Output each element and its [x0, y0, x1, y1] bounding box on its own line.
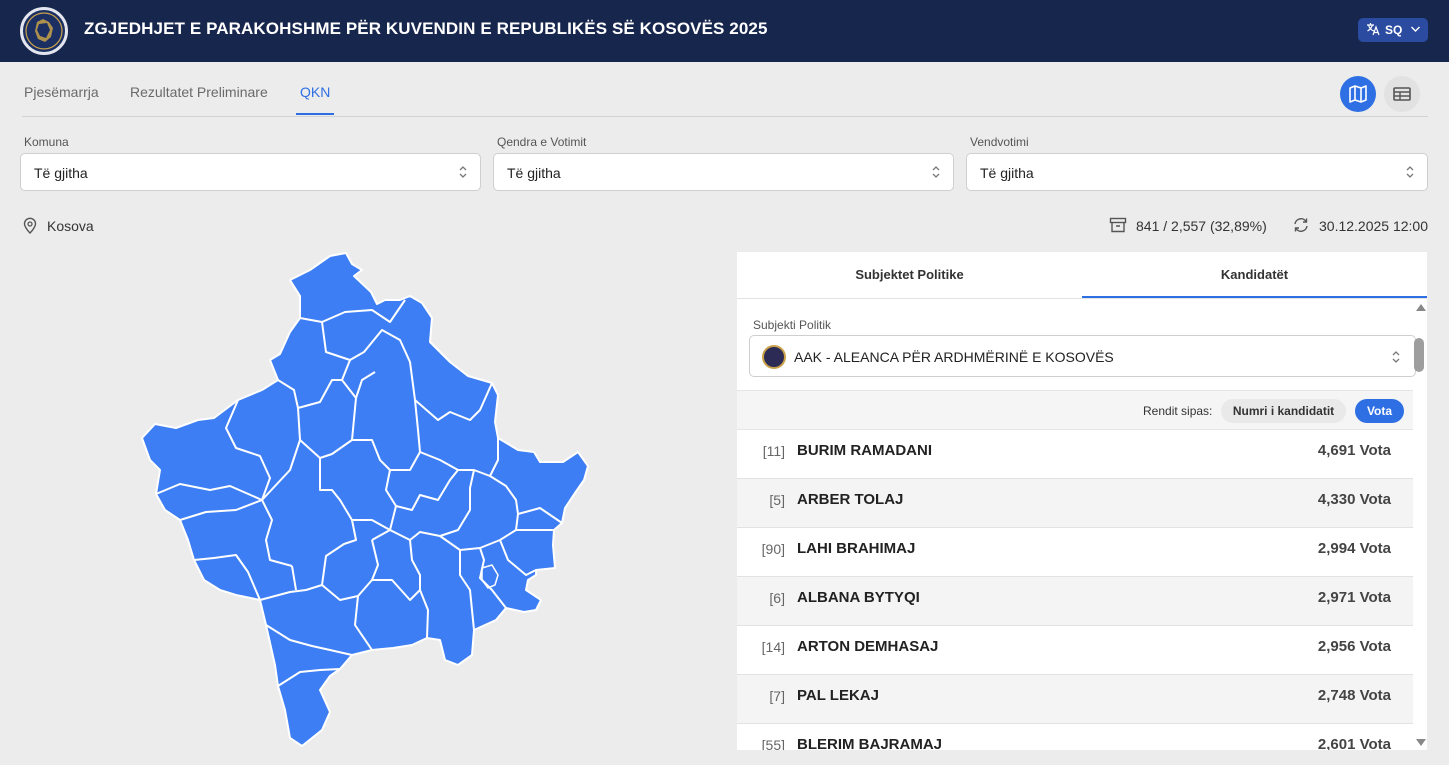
language-code: SQ [1385, 23, 1403, 37]
table-row[interactable]: [11] BURIM RAMADANI 4,691 Vota [737, 430, 1413, 479]
tab-pjesemarrja[interactable]: Pjesëmarrja [24, 84, 99, 100]
cec-logo [20, 7, 68, 55]
candidate-name: BLERIM BAJRAMAJ [797, 736, 943, 750]
candidate-votes: 2,601 Vota [1317, 736, 1391, 750]
candidate-name: BURIM RAMADANI [797, 442, 932, 459]
table-row[interactable]: [55] BLERIM BAJRAMAJ 2,601 Vota [737, 724, 1413, 750]
candidate-name: ALBANA BYTYQI [797, 589, 920, 606]
party-name: AAK - ALEANCA PËR ARDHMËRINË E KOSOVËS [794, 349, 1114, 365]
candidate-votes: 2,748 Vota [1317, 687, 1391, 704]
candidate-votes: 4,330 Vota [1317, 491, 1391, 508]
location-name: Kosova [47, 218, 94, 234]
chevron-up-down-icon [1392, 351, 1400, 363]
scrollbar-thumb[interactable] [1414, 338, 1424, 372]
table-row[interactable]: [90] LAHI BRAHIMAJ 2,994 Vota [737, 528, 1413, 577]
vendvotimi-value: Të gjitha [980, 165, 1034, 181]
table-row[interactable]: [7] PAL LEKAJ 2,748 Vota [737, 675, 1413, 724]
chevron-up-down-icon [932, 166, 940, 178]
table-row[interactable]: [5] ARBER TOLAJ 4,330 Vota [737, 479, 1413, 528]
table-row[interactable]: [14] ARTON DEMHASAJ 2,956 Vota [737, 626, 1413, 675]
results-panel: Subjektet Politike Kandidatët Subjekti P… [737, 252, 1427, 750]
map-pin-icon [23, 217, 37, 234]
kosovo-map[interactable] [130, 248, 600, 753]
municipality-borders [155, 299, 563, 687]
candidate-votes: 4,691 Vota [1317, 442, 1391, 459]
candidate-number: [14] [761, 639, 785, 655]
enclave-border [481, 564, 499, 589]
candidate-number: [7] [769, 688, 785, 704]
tab-subjektet-politike[interactable]: Subjektet Politike [855, 267, 964, 282]
sort-label: Rendit sipas: [1143, 404, 1213, 418]
kosovo-outline [141, 252, 589, 747]
scroll-up-arrow[interactable] [1416, 304, 1426, 311]
vendvotimi-label: Vendvotimi [970, 135, 1029, 149]
candidate-name: ARBER TOLAJ [797, 491, 904, 508]
scroll-down-arrow[interactable] [1416, 739, 1426, 746]
candidate-number: [5] [769, 492, 785, 508]
table-view-button[interactable] [1384, 76, 1420, 112]
party-select[interactable]: AAK - ALEANCA PËR ARDHMËRINË E KOSOVËS [749, 335, 1416, 377]
table-row[interactable]: [6] ALBANA BYTYQI 2,971 Vota [737, 577, 1413, 626]
updated-time: 30.12.2025 12:00 [1319, 218, 1428, 234]
active-tab-indicator [296, 113, 334, 115]
sort-by-votes-button[interactable]: Vota [1355, 399, 1404, 423]
party-logo [762, 345, 786, 369]
table-icon [1393, 87, 1411, 101]
komuna-value: Të gjitha [34, 165, 88, 181]
candidate-name: LAHI BRAHIMAJ [797, 540, 916, 557]
candidate-name: PAL LEKAJ [797, 687, 879, 704]
candidate-votes: 2,994 Vota [1317, 540, 1391, 557]
candidates-list: [11] BURIM RAMADANI 4,691 Vota [5] ARBER… [737, 430, 1413, 750]
qendra-value: Të gjitha [507, 165, 561, 181]
stations-count: 841 / 2,557 (32,89%) [1136, 218, 1267, 234]
candidate-number: [90] [761, 541, 785, 557]
komuna-select[interactable]: Të gjitha [20, 153, 481, 191]
chevron-up-down-icon [459, 166, 467, 178]
candidate-number: [55] [761, 737, 785, 750]
panel-tabs-divider [737, 298, 1427, 299]
language-selector[interactable]: SQ [1358, 18, 1428, 42]
tab-rezultatet[interactable]: Rezultatet Preliminare [130, 84, 268, 100]
main-tabs: Pjesëmarrja Rezultatet Preliminare QKN [22, 62, 1428, 117]
app-title: ZGJEDHJET E PARAKOHSHME PËR KUVENDIN E R… [84, 19, 768, 38]
tab-qkn[interactable]: QKN [300, 84, 331, 100]
candidate-votes: 2,956 Vota [1317, 638, 1391, 655]
refresh-icon [1294, 218, 1308, 232]
candidate-name: ARTON DEMHASAJ [797, 638, 939, 655]
party-select-label: Subjekti Politik [753, 318, 832, 332]
chevron-down-icon [1411, 26, 1420, 32]
candidate-number: [6] [769, 590, 785, 606]
qendra-select[interactable]: Të gjitha [493, 153, 954, 191]
qendra-label: Qendra e Votimit [497, 135, 587, 149]
top-bar: ZGJEDHJET E PARAKOHSHME PËR KUVENDIN E R… [0, 0, 1449, 62]
translate-icon [1367, 23, 1380, 36]
map-view-button[interactable] [1340, 76, 1376, 112]
komuna-label: Komuna [24, 135, 69, 149]
ballot-box-icon [1109, 217, 1127, 233]
map-icon [1349, 85, 1367, 103]
chevron-up-down-icon [1406, 166, 1414, 178]
candidate-votes: 2,971 Vota [1317, 589, 1391, 606]
candidate-number: [11] [762, 443, 785, 459]
active-panel-tab-indicator [1082, 296, 1427, 298]
tab-kandidatet[interactable]: Kandidatët [1220, 267, 1289, 282]
sort-bar: Rendit sipas: Numri i kandidatit Vota [737, 390, 1413, 430]
vendvotimi-select[interactable]: Të gjitha [966, 153, 1428, 191]
sort-by-number-button[interactable]: Numri i kandidatit [1221, 399, 1346, 423]
